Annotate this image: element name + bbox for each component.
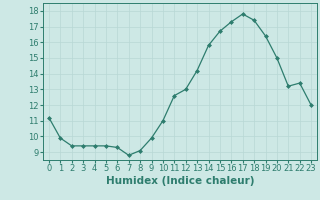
X-axis label: Humidex (Indice chaleur): Humidex (Indice chaleur) [106,176,254,186]
